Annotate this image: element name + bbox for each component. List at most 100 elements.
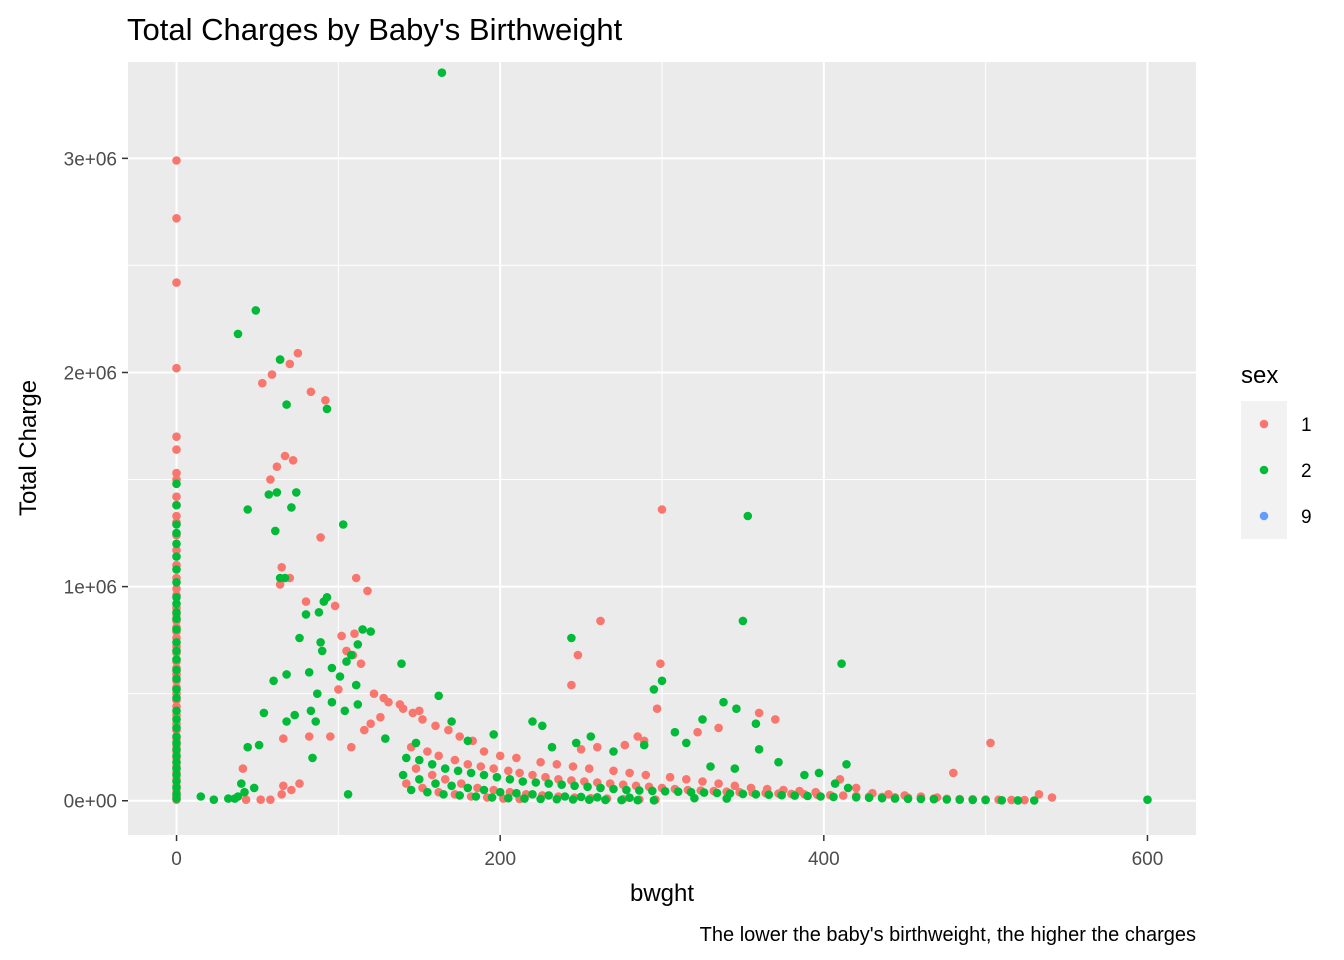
data-point-sex-2 [172, 738, 181, 748]
data-point-sex-2 [531, 778, 541, 787]
legend-key-dot [1259, 465, 1269, 475]
data-point-sex-1 [457, 779, 466, 788]
data-point-sex-2 [567, 633, 576, 643]
data-point-sex-1 [427, 770, 437, 780]
data-point-sex-2 [292, 488, 301, 497]
data-point-sex-2 [1029, 796, 1039, 805]
data-point-sex-2 [492, 772, 502, 782]
data-point-sex-2 [706, 762, 715, 771]
data-point-sex-1 [277, 790, 287, 799]
data-point-sex-1 [593, 742, 602, 752]
data-point-sex-1 [884, 790, 893, 799]
data-point-sex-2 [301, 610, 311, 619]
data-point-sex-2 [353, 700, 363, 709]
data-point-sex-1 [434, 751, 444, 761]
data-point-sex-2 [447, 717, 456, 726]
data-point-sex-2 [495, 787, 505, 797]
data-point-sex-2 [381, 734, 390, 743]
data-point-sex-2 [290, 710, 300, 720]
data-point-sex-2 [586, 732, 596, 741]
data-point-sex-1 [515, 768, 524, 778]
data-point-sex-2 [670, 727, 680, 737]
data-point-sex-2 [172, 578, 181, 587]
data-point-sex-1 [473, 783, 482, 793]
data-point-sex-2 [489, 730, 499, 739]
data-point-sex-2 [431, 779, 440, 788]
data-point-sex-1 [321, 396, 330, 405]
data-point-sex-2 [406, 785, 416, 795]
data-point-sex-2 [314, 608, 324, 617]
legend: sex 1 2 9 [1241, 362, 1312, 539]
data-point-sex-2 [172, 655, 181, 664]
data-point-sex-2 [877, 793, 887, 803]
data-point-sex-1 [584, 764, 594, 773]
data-point-sex-2 [415, 755, 424, 765]
data-point-sex-2 [172, 608, 181, 617]
data-point-sex-2 [172, 685, 181, 694]
data-point-sex-1 [316, 533, 325, 542]
data-point-sex-2 [547, 742, 557, 752]
data-point-sex-2 [172, 539, 181, 549]
data-point-sex-2 [487, 793, 497, 802]
data-point-sex-2 [639, 740, 649, 750]
data-point-sex-2 [864, 793, 874, 802]
data-point-sex-2 [609, 747, 618, 756]
data-point-sex-1 [384, 697, 393, 707]
data-point-sex-2 [172, 520, 181, 529]
data-point-sex-2 [243, 742, 252, 752]
data-point-sex-1 [280, 451, 290, 461]
data-point-sex-1 [444, 725, 453, 735]
data-point-sex-2 [730, 764, 740, 773]
data-point-sex-2 [224, 794, 233, 803]
data-point-sex-2 [633, 795, 642, 805]
data-point-sex-2 [342, 657, 351, 666]
data-point-sex-2 [447, 781, 456, 791]
data-point-sex-2 [415, 775, 424, 784]
data-point-sex-2 [479, 770, 489, 780]
data-point-sex-1 [238, 764, 248, 773]
data-point-sex-2 [233, 792, 243, 801]
data-point-sex-1 [573, 650, 583, 660]
data-point-sex-1 [351, 573, 361, 583]
data-point-sex-1 [360, 725, 369, 735]
data-point-sex-1 [512, 753, 521, 763]
data-point-sex-1 [411, 764, 421, 773]
data-point-sex-2 [398, 770, 408, 780]
data-point-sex-2 [584, 795, 594, 804]
data-point-sex-2 [617, 795, 626, 805]
data-point-sex-1 [440, 775, 450, 784]
data-point-sex-2 [172, 638, 181, 647]
data-point-sex-2 [719, 697, 728, 707]
data-point-sex-2 [311, 717, 321, 726]
data-point-sex-2 [251, 306, 261, 315]
data-point-sex-1 [838, 791, 848, 800]
data-point-sex-1 [423, 747, 432, 756]
data-point-sex-1 [596, 616, 605, 626]
data-point-sex-1 [279, 734, 288, 743]
data-point-sex-2 [505, 775, 515, 784]
data-point-sex-2 [322, 593, 332, 602]
data-point-sex-1 [431, 721, 440, 731]
data-point-sex-1 [369, 689, 379, 698]
data-point-sex-2 [929, 794, 939, 804]
data-point-sex-1 [528, 770, 537, 780]
data-point-sex-2 [172, 706, 181, 716]
data-point-sex-1 [172, 156, 181, 165]
data-point-sex-2 [560, 792, 570, 801]
data-point-sex-1 [304, 732, 314, 741]
data-point-sex-2 [455, 791, 465, 800]
data-point-sex-2 [754, 745, 764, 754]
data-point-sex-2 [520, 794, 529, 803]
data-point-sex-1 [267, 370, 277, 379]
data-point-sex-1 [476, 762, 486, 771]
legend-key-dot [1259, 511, 1269, 521]
data-point-sex-1 [568, 762, 578, 771]
data-point-sex-2 [916, 794, 926, 804]
data-point-sex-2 [942, 795, 952, 804]
data-point-sex-2 [172, 625, 181, 634]
data-point-sex-2 [347, 650, 356, 660]
data-point-sex-2 [353, 640, 363, 649]
data-point-sex-1 [504, 766, 513, 776]
data-point-sex-2 [317, 646, 327, 656]
data-point-sex-2 [622, 785, 631, 795]
